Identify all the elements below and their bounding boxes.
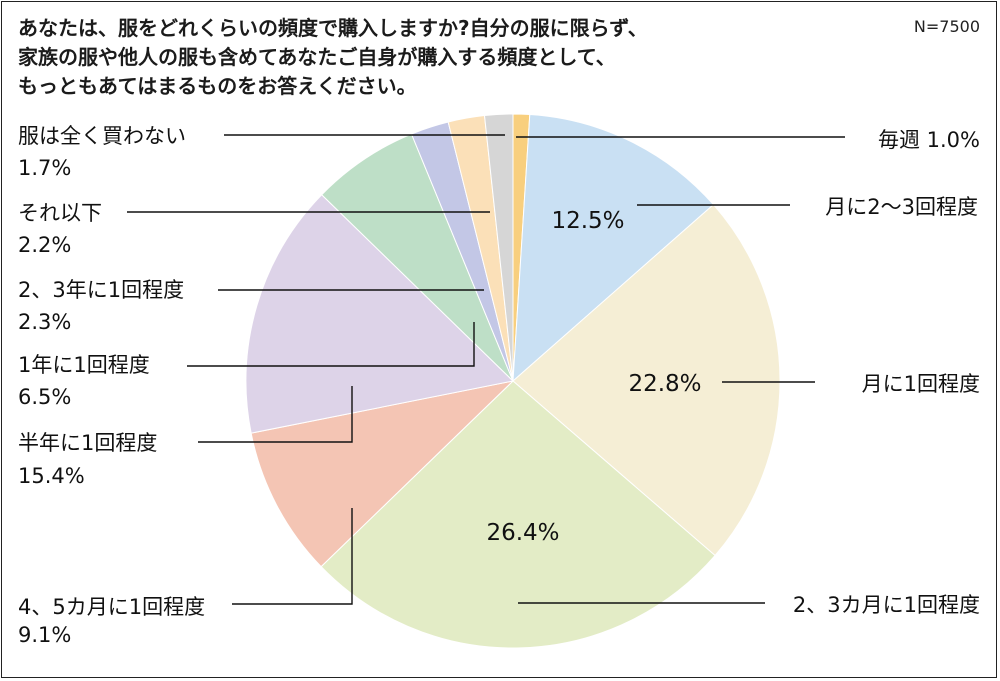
slice-label-7: 2、3年に1回程度 [18, 278, 184, 302]
slice-label-8: それ以下 [18, 201, 102, 225]
slice-label-5: 半年に1回程度 [18, 431, 157, 455]
title-line-2: 家族の服や他人の服も含めてあなたご自身が購入する頻度として、 [18, 45, 616, 69]
pie-slices [245, 113, 781, 649]
slice-value-6: 6.5% [18, 385, 71, 409]
pie-slice-1 [512, 113, 715, 383]
slice-value-4: 9.1% [18, 623, 71, 647]
sample-size: N=7500 [913, 17, 980, 36]
slice-label-2: 月に1回程度 [862, 372, 980, 396]
slice-label-3: 2、3カ月に1回程度 [793, 593, 980, 617]
slice-value-2: 22.8% [628, 371, 701, 397]
slice-value-7: 2.3% [18, 310, 71, 334]
slice-label-9: 服は全く買わない [18, 124, 186, 148]
leader-line-6 [187, 322, 475, 367]
slice-label-1: 月に2～3回程度 [825, 195, 978, 219]
chart-title: あなたは、服をどれくらいの頻度で購入しますか?自分の服に限らず、 家族の服や他人… [18, 14, 738, 101]
slice-label-6: 1年に1回程度 [18, 353, 150, 377]
slice-label-4: 4、5カ月に1回程度 [18, 595, 205, 619]
slice-value-3: 26.4% [486, 520, 559, 546]
title-line-1: あなたは、服をどれくらいの頻度で購入しますか?自分の服に限らず、 [18, 16, 648, 40]
slice-value-8: 2.2% [18, 233, 71, 257]
leader-line-5 [198, 386, 353, 443]
pie-slice-3 [320, 380, 716, 649]
pie-slice-5 [245, 194, 515, 434]
pie-slice-9 [483, 113, 514, 382]
slice-value-5: 15.4% [18, 464, 85, 488]
slice-value-9: 1.7% [18, 156, 71, 180]
slice-value-1: 12.5% [551, 208, 624, 234]
leader-lines [127, 134, 845, 605]
slice-label-0: 毎週 1.0% [878, 128, 980, 152]
leader-line-4 [232, 508, 353, 605]
title-line-3: もっともあてはまるものをお答えください。 [18, 74, 417, 98]
pie-slice-2 [512, 203, 781, 557]
slice-labels: 毎週 1.0% 12.5% 月に2～3回程度 22.8% 月に1回程度 26.4% 2、3カ… [18, 124, 980, 647]
